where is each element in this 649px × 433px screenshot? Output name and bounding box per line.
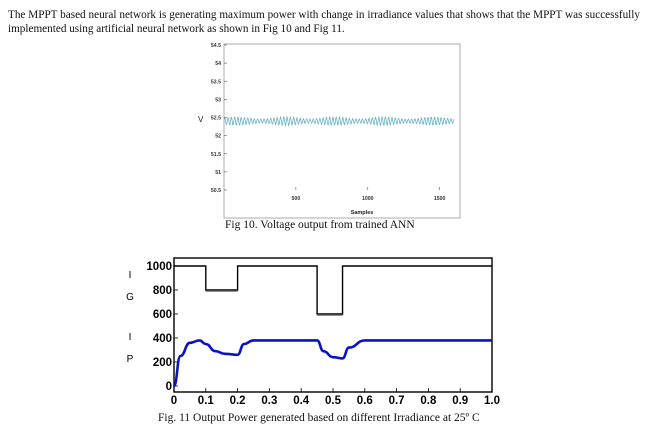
fig10-y-tick-label: 51.5 <box>211 152 221 158</box>
fig11-x-tick-label: 0.9 <box>452 395 468 407</box>
fig11-x-tick-label: 0.3 <box>261 395 277 407</box>
fig10-y-tick-label: 51 <box>215 170 221 176</box>
fig10-y-tick-label: 54 <box>215 61 221 67</box>
fig11-x-tick-label: 0.8 <box>420 395 437 407</box>
fig10-x-tick-label: 500 <box>292 196 301 202</box>
fig11-power-series <box>172 339 492 388</box>
fig10-y-tick-label: 50.5 <box>211 188 221 194</box>
fig11-x-tick-label: 0.6 <box>357 395 373 407</box>
fig11-irradiance-shade <box>205 291 343 316</box>
fig11-y-tick-label: 800 <box>153 285 172 297</box>
fig11-y-axis-letter: G <box>126 292 134 303</box>
fig10-x-tick-label: 1500 <box>434 196 446 202</box>
fig10-y-axis-label: V <box>198 115 204 124</box>
fig10-voltage-series <box>223 115 455 127</box>
fig10-y-tick-label: 53.5 <box>211 79 221 85</box>
fig10-y-tick-label: 52.5 <box>211 116 221 122</box>
fig11-y-tick-label: 0 <box>166 381 172 393</box>
fig11-x-tick-label: 0.4 <box>293 395 310 407</box>
fig10-y-tick-label: 52 <box>215 134 221 140</box>
fig10-x-axis-label: Samples <box>351 210 374 216</box>
fig10-x-tick-label: 1000 <box>362 196 374 202</box>
fig10-y-tick-label: 53 <box>215 97 221 103</box>
fig11-x-tick-label: 0.5 <box>325 395 342 407</box>
fig11-y-tick-label: 1000 <box>146 261 172 273</box>
fig11-x-tick-label: 0.7 <box>389 395 405 407</box>
fig10-voltage-chart: 50.5 51 51.5 52 52.5 53 53.5 54 54.5 500 1000 1500… <box>198 43 461 219</box>
fig11-y-axis-letter: P <box>127 354 134 365</box>
fig10-y-tick-label: 54.5 <box>211 43 221 49</box>
fig11-irradiance-series <box>174 265 492 315</box>
fig11-x-tick-label: 0 <box>171 395 177 407</box>
fig11-y-axis-letter: I <box>129 270 132 281</box>
fig11-power-chart: 0 200 400 600 800 1000 0 0.1 0.2 0.3 0.4 0.5 0.6 0.7… <box>126 257 500 407</box>
fig11-y-axis-letter: I <box>129 332 132 343</box>
fig11-y-tick-label: 200 <box>153 357 172 369</box>
intro-paragraph: The MPPT based neural network is generat… <box>8 9 640 35</box>
fig10-caption: Fig 10. Voltage output from trained ANN <box>225 219 415 231</box>
fig11-x-tick-label: 0.2 <box>230 395 246 407</box>
fig11-caption: Fig. 11 Output Power generated based on … <box>158 412 480 424</box>
fig11-x-tick-label: 0.1 <box>198 395 215 407</box>
fig11-y-tick-label: 600 <box>153 309 172 321</box>
fig11-x-tick-label: 1.0 <box>484 395 500 407</box>
fig11-y-tick-label: 400 <box>153 333 172 345</box>
